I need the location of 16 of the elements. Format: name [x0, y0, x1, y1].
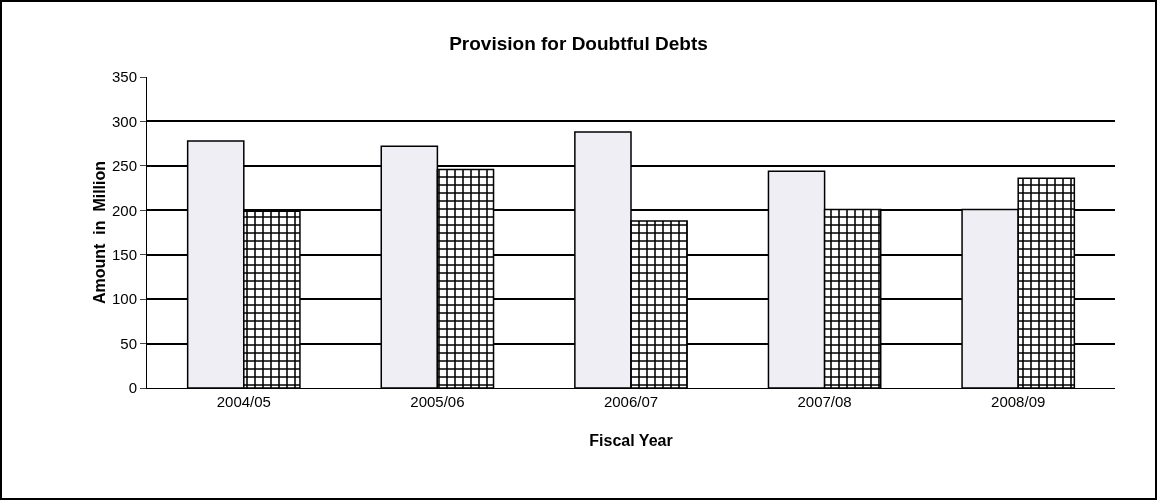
x-tick-label: 2008/09 — [991, 393, 1046, 410]
y-tick-label: 350 — [111, 68, 137, 86]
y-tick-label: 300 — [111, 112, 137, 130]
y-tick-label: 150 — [111, 245, 137, 263]
x-tick-label: 2006/07 — [603, 393, 659, 410]
y-axis-title: Amount in Million — [91, 160, 108, 305]
x-tick-label: 2005/06 — [410, 393, 465, 410]
y-tick-label: 250 — [111, 157, 137, 175]
y-tick-label: 200 — [111, 201, 137, 219]
y-tick-label: 100 — [111, 290, 137, 308]
y-tick-label: 0 — [128, 379, 137, 397]
x-tick-label: 2004/05 — [216, 393, 271, 410]
x-tick-label: 2007/08 — [797, 393, 852, 410]
chart-title: Provision for Doubtful Debts — [449, 33, 708, 55]
x-axis-title: Fiscal Year — [589, 432, 673, 449]
y-tick-label: 50 — [120, 334, 137, 352]
